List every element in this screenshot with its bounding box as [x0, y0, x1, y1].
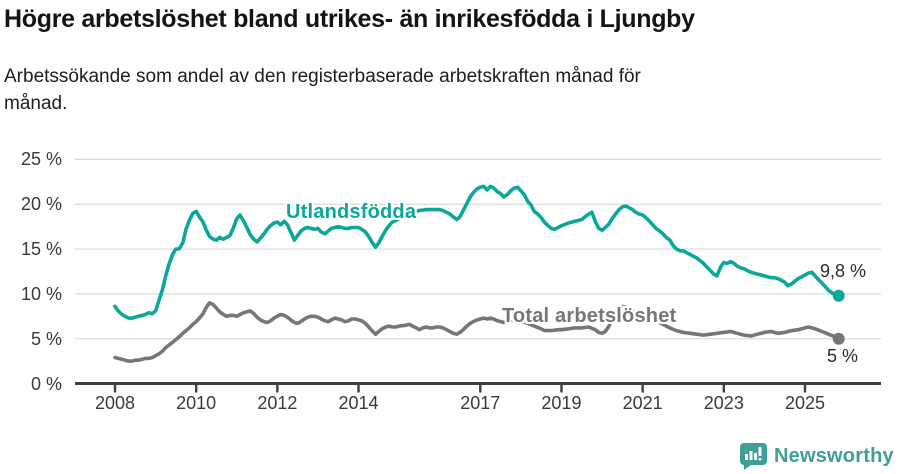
x-tick-label: 2025 [784, 393, 825, 413]
x-tick-label: 2012 [257, 393, 298, 413]
end-value-label-total: 5 % [827, 346, 859, 366]
y-tick-label: 15 % [20, 239, 62, 260]
end-value-label-utlandsfodda: 9,8 % [820, 261, 867, 281]
newsworthy-speech-bubble-icon [740, 443, 767, 470]
page-title: Högre arbetslöshet bland utrikes- än inr… [4, 5, 695, 33]
x-tick-label: 2021 [622, 393, 663, 413]
x-tick-label: 2023 [703, 393, 744, 413]
y-tick-label: 0 % [30, 373, 62, 394]
x-tick-label: 2010 [176, 393, 217, 413]
x-tick-label: 2008 [94, 393, 136, 413]
page-subtitle: Arbetssökande som andel av den registerb… [4, 64, 641, 117]
subtitle-line-2: månad. [4, 92, 68, 114]
x-tick-label: 2019 [541, 393, 582, 413]
series-label-total-arbetsloshet: Total arbetslöshet [502, 305, 677, 327]
y-tick-label: 25 % [20, 149, 62, 170]
x-tick-label: 2017 [460, 393, 501, 413]
y-tick-label: 20 % [20, 194, 62, 215]
subtitle-line-1: Arbetssökande som andel av den registerb… [4, 66, 641, 87]
newsworthy-wordmark: Newsworthy [774, 445, 894, 467]
y-tick-label: 5 % [30, 328, 62, 349]
y-tick-label: 10 % [20, 283, 62, 304]
x-tick-label: 2014 [338, 393, 379, 413]
series-label-utlandsfodda: Utlandsfödda [286, 201, 417, 223]
newsworthy-logo: Newsworthy [740, 443, 894, 470]
